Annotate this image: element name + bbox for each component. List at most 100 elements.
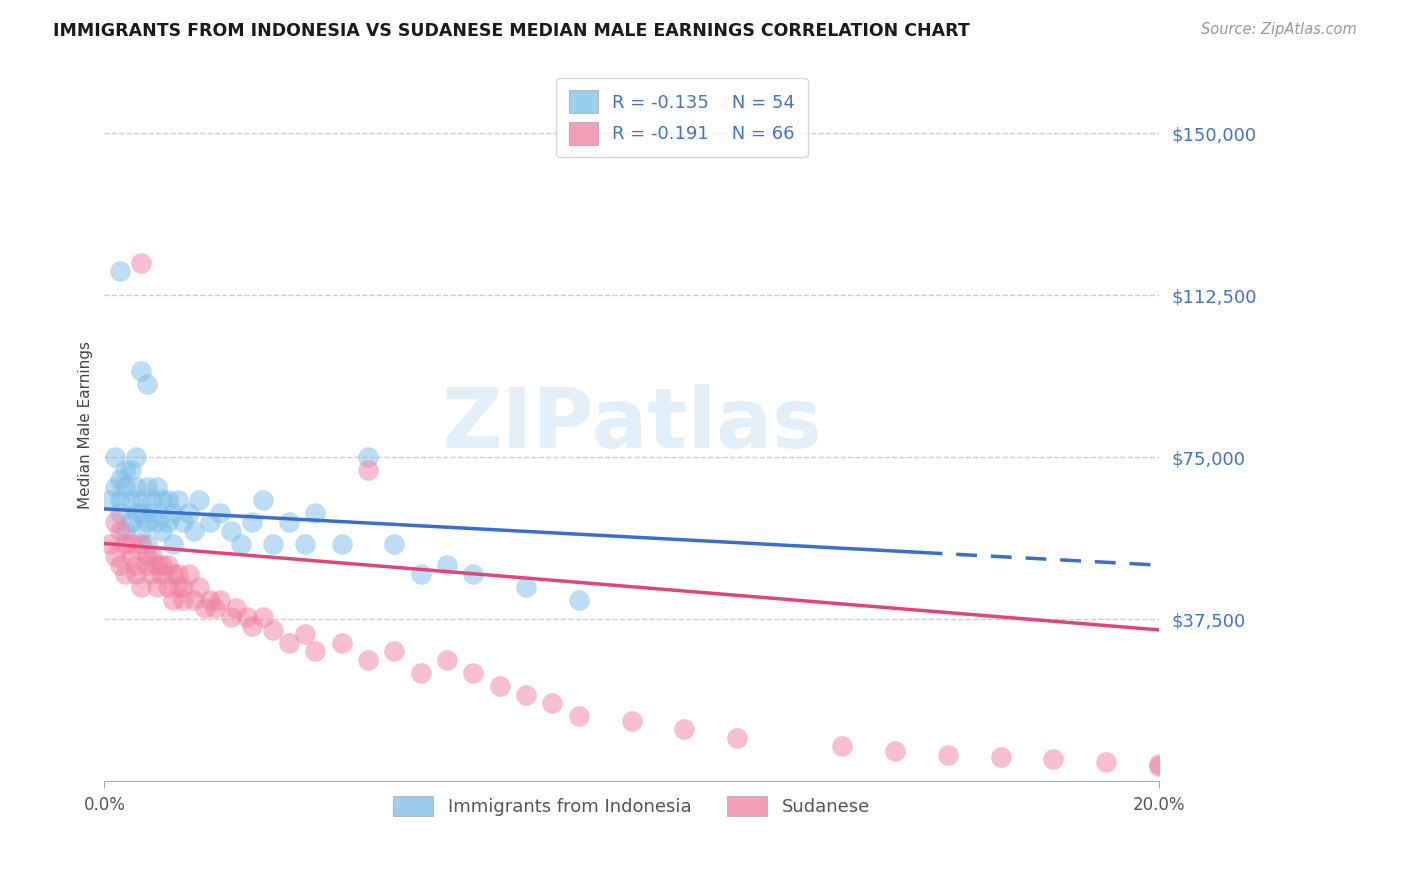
Point bbox=[382, 644, 405, 658]
Point bbox=[1147, 759, 1170, 773]
Point bbox=[172, 580, 194, 594]
Point bbox=[104, 450, 127, 464]
Point bbox=[135, 376, 157, 391]
Point bbox=[146, 480, 169, 494]
Text: Source: ZipAtlas.com: Source: ZipAtlas.com bbox=[1201, 22, 1357, 37]
Point bbox=[382, 536, 405, 550]
Point bbox=[125, 450, 148, 464]
Point bbox=[129, 506, 152, 520]
Point bbox=[357, 463, 380, 477]
Point bbox=[125, 506, 148, 520]
Point bbox=[135, 549, 157, 564]
Point bbox=[235, 610, 257, 624]
Point bbox=[463, 666, 485, 681]
Point bbox=[135, 515, 157, 529]
Point bbox=[209, 592, 232, 607]
Point bbox=[463, 566, 485, 581]
Point bbox=[515, 580, 537, 594]
Point bbox=[108, 493, 131, 508]
Point bbox=[114, 463, 136, 477]
Y-axis label: Median Male Earnings: Median Male Earnings bbox=[79, 341, 93, 508]
Point bbox=[990, 750, 1012, 764]
Point bbox=[568, 592, 591, 607]
Point bbox=[409, 666, 432, 681]
Point bbox=[114, 524, 136, 538]
Point bbox=[125, 566, 148, 581]
Point bbox=[129, 493, 152, 508]
Point bbox=[330, 536, 353, 550]
Legend: Immigrants from Indonesia, Sudanese: Immigrants from Indonesia, Sudanese bbox=[384, 788, 879, 825]
Point bbox=[219, 610, 242, 624]
Point bbox=[114, 566, 136, 581]
Point bbox=[114, 480, 136, 494]
Point bbox=[150, 493, 173, 508]
Point bbox=[162, 566, 184, 581]
Point bbox=[294, 536, 316, 550]
Point bbox=[141, 493, 163, 508]
Point bbox=[125, 480, 148, 494]
Point bbox=[125, 558, 148, 573]
Point bbox=[193, 601, 215, 615]
Point bbox=[129, 524, 152, 538]
Point bbox=[231, 536, 253, 550]
Point bbox=[884, 744, 907, 758]
Point bbox=[129, 536, 152, 550]
Point bbox=[177, 506, 200, 520]
Point bbox=[141, 549, 163, 564]
Point bbox=[357, 450, 380, 464]
Point bbox=[831, 739, 853, 754]
Point bbox=[436, 653, 458, 667]
Point bbox=[167, 566, 190, 581]
Point bbox=[98, 536, 121, 550]
Point bbox=[262, 536, 284, 550]
Point bbox=[162, 536, 184, 550]
Point bbox=[146, 580, 169, 594]
Point bbox=[357, 653, 380, 667]
Point bbox=[98, 493, 121, 508]
Point bbox=[108, 264, 131, 278]
Point bbox=[108, 506, 131, 520]
Point bbox=[150, 524, 173, 538]
Point bbox=[108, 558, 131, 573]
Point bbox=[304, 506, 326, 520]
Point bbox=[673, 722, 696, 736]
Point bbox=[135, 536, 157, 550]
Point bbox=[725, 731, 748, 745]
Point bbox=[183, 524, 205, 538]
Point bbox=[167, 580, 190, 594]
Point bbox=[129, 256, 152, 270]
Point bbox=[409, 566, 432, 581]
Point bbox=[156, 580, 179, 594]
Point bbox=[240, 618, 263, 632]
Point bbox=[120, 515, 142, 529]
Point bbox=[541, 696, 564, 710]
Point bbox=[104, 480, 127, 494]
Point bbox=[219, 524, 242, 538]
Point bbox=[135, 558, 157, 573]
Point bbox=[141, 566, 163, 581]
Point bbox=[277, 515, 299, 529]
Text: IMMIGRANTS FROM INDONESIA VS SUDANESE MEDIAN MALE EARNINGS CORRELATION CHART: IMMIGRANTS FROM INDONESIA VS SUDANESE ME… bbox=[53, 22, 970, 40]
Point bbox=[177, 566, 200, 581]
Point bbox=[120, 463, 142, 477]
Point bbox=[104, 549, 127, 564]
Point bbox=[150, 558, 173, 573]
Point bbox=[135, 480, 157, 494]
Point bbox=[104, 515, 127, 529]
Point bbox=[488, 679, 510, 693]
Point bbox=[936, 748, 959, 763]
Point bbox=[204, 601, 226, 615]
Point bbox=[114, 536, 136, 550]
Point bbox=[198, 515, 221, 529]
Point bbox=[304, 644, 326, 658]
Point bbox=[146, 515, 169, 529]
Point bbox=[162, 506, 184, 520]
Point bbox=[620, 714, 643, 728]
Point bbox=[120, 549, 142, 564]
Point bbox=[225, 601, 247, 615]
Point bbox=[188, 493, 211, 508]
Point bbox=[436, 558, 458, 573]
Point bbox=[156, 515, 179, 529]
Point bbox=[146, 558, 169, 573]
Point bbox=[172, 515, 194, 529]
